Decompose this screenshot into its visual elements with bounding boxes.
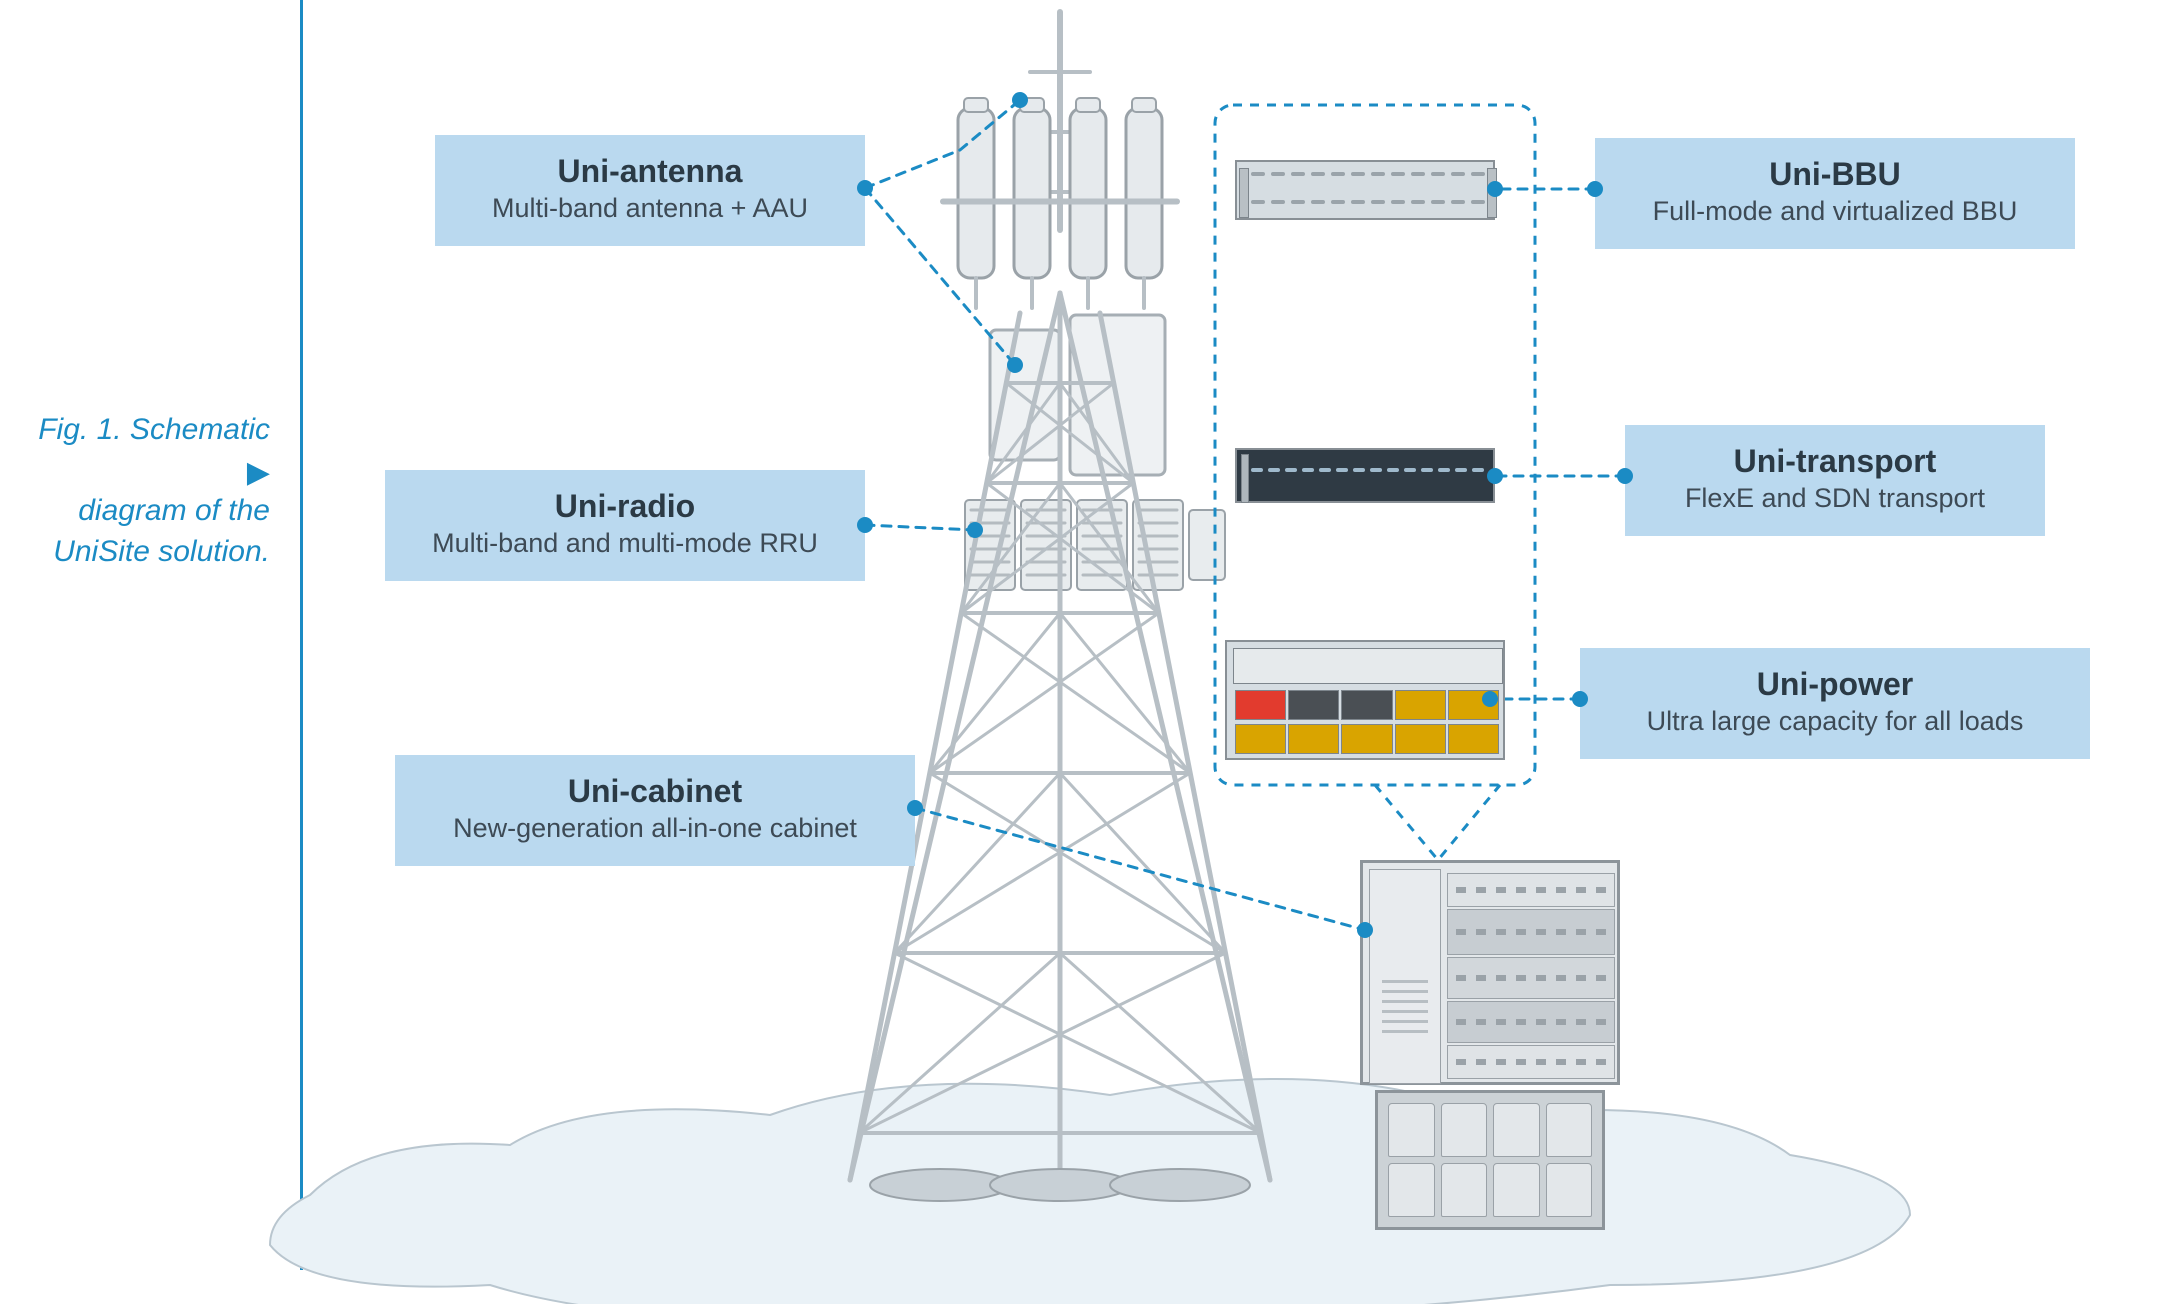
connector-dot (1357, 922, 1373, 938)
label-subtitle: Multi-band antenna + AAU (461, 192, 839, 226)
module-bbu (1235, 160, 1495, 220)
tower (850, 12, 1270, 1201)
ground-cloud-path (270, 1079, 1910, 1304)
connector-dot (1617, 468, 1633, 484)
connector-dot (1487, 468, 1503, 484)
battery-cell (1493, 1103, 1540, 1157)
label-title: Uni-antenna (461, 153, 839, 190)
connector-dot (1487, 181, 1503, 197)
caption-arrow-icon: ▶ (247, 453, 270, 494)
cabinet (1360, 860, 1620, 1085)
label-title: Uni-cabinet (421, 773, 889, 810)
label-title: Uni-radio (411, 488, 839, 525)
connector-dot (857, 180, 873, 196)
connector-dot (1012, 92, 1028, 108)
connector-dot (1587, 181, 1603, 197)
battery-cell (1546, 1103, 1593, 1157)
label-uni-transport: Uni-transportFlexE and SDN transport (1625, 425, 2045, 536)
label-subtitle: Ultra large capacity for all loads (1606, 705, 2064, 739)
connectors (865, 100, 1625, 930)
caption-line: UniSite solution. (53, 535, 270, 568)
connector-dot (907, 800, 923, 816)
label-uni-antenna: Uni-antennaMulti-band antenna + AAU (435, 135, 865, 246)
label-subtitle: FlexE and SDN transport (1651, 482, 2019, 516)
diagram-stage: Fig. 1. Schematic ▶diagram of the UniSite… (0, 0, 2160, 1304)
battery-cell (1546, 1163, 1593, 1217)
connector-dot (967, 522, 983, 538)
module-transport (1235, 448, 1495, 503)
connector-dot (1572, 691, 1588, 707)
battery-cell (1441, 1163, 1488, 1217)
battery-bank (1375, 1090, 1605, 1230)
connector-dot (857, 517, 873, 533)
label-uni-power: Uni-powerUltra large capacity for all lo… (1580, 648, 2090, 759)
label-subtitle: New-generation all-in-one cabinet (421, 812, 889, 846)
label-uni-radio: Uni-radioMulti-band and multi-mode RRU (385, 470, 865, 581)
label-title: Uni-transport (1651, 443, 2019, 480)
figure-caption: Fig. 1. Schematic ▶diagram of the UniSite… (30, 410, 270, 572)
caption-line: Fig. 1. Schematic (38, 413, 270, 446)
battery-cell (1441, 1103, 1488, 1157)
label-subtitle: Full-mode and virtualized BBU (1621, 195, 2049, 229)
label-title: Uni-BBU (1621, 156, 2049, 193)
module-power (1225, 640, 1505, 760)
battery-cell (1493, 1163, 1540, 1217)
label-uni-cabinet: Uni-cabinetNew-generation all-in-one cab… (395, 755, 915, 866)
label-uni-bbu: Uni-BBUFull-mode and virtualized BBU (1595, 138, 2075, 249)
connector-dot (1007, 357, 1023, 373)
connector-dot (1482, 691, 1498, 707)
battery-cell (1388, 1163, 1435, 1217)
label-title: Uni-power (1606, 666, 2064, 703)
caption-line: diagram of the (78, 494, 270, 527)
label-subtitle: Multi-band and multi-mode RRU (411, 527, 839, 561)
battery-cell (1388, 1103, 1435, 1157)
margin-rule (300, 0, 303, 1270)
